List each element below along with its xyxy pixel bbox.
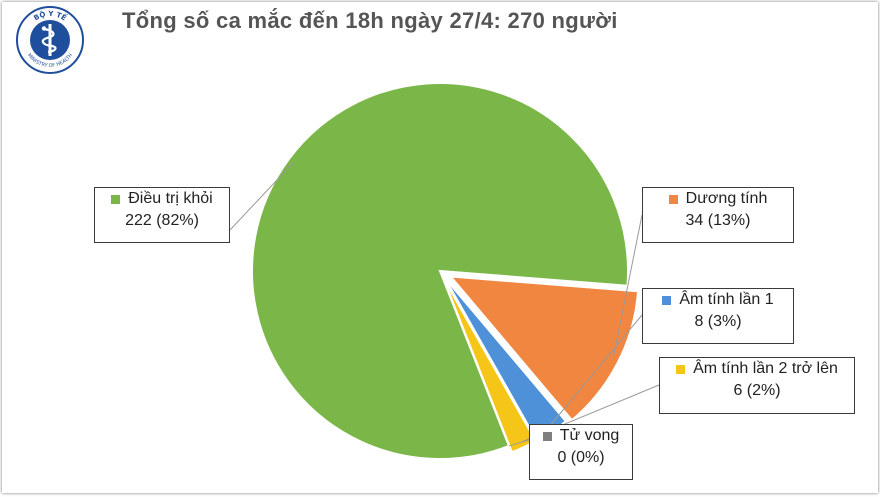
- pie-slice-dieu-tri-khoi: [251, 82, 629, 460]
- leader-line-am-tinh-lan-1: [548, 314, 643, 428]
- logo-text-top: BỘ Y TẾ: [32, 9, 68, 22]
- slice-label-duong-tinh: Dương tính: [685, 190, 768, 207]
- ministry-of-health-logo: BỘ Y TẾ MINISTRY OF HEALTH: [14, 4, 86, 76]
- slice-label-am-tinh-lan-1: Âm tính lần 1: [679, 291, 774, 308]
- slice-label-am-tinh-lan-2: Âm tính lần 2 trở lên: [693, 360, 838, 377]
- legend-swatch-am-tinh-lan-1: [662, 295, 672, 305]
- legend-swatch-tu-vong: [542, 431, 552, 441]
- pie-slice-duong-tinh: [448, 275, 640, 422]
- legend-swatch-duong-tinh: [668, 194, 678, 204]
- data-label-tu-vong: Tử vong 0 (0%): [529, 424, 633, 480]
- data-label-dieu-tri-khoi: Điều trị khỏi 222 (82%): [94, 187, 230, 243]
- slice-value-am-tinh-lan-2: 6 (2%): [733, 382, 781, 399]
- data-label-duong-tinh: Dương tính 34 (13%): [642, 187, 794, 243]
- data-label-am-tinh-lan-1: Âm tính lần 1 8 (3%): [642, 288, 794, 344]
- slice-label-tu-vong: Tử vong: [559, 427, 620, 444]
- slice-value-dieu-tri-khoi: 222 (82%): [125, 212, 199, 229]
- leader-line-duong-tinh: [612, 214, 643, 360]
- slice-value-am-tinh-lan-1: 8 (3%): [694, 313, 742, 330]
- slice-value-duong-tinh: 34 (13%): [685, 212, 751, 229]
- svg-text:BỘ Y TẾ: BỘ Y TẾ: [32, 9, 68, 22]
- legend-swatch-dieu-tri-khoi: [111, 194, 121, 204]
- leader-line-dieu-tri-khoi: [229, 162, 294, 231]
- data-label-am-tinh-lan-2: Âm tính lần 2 trở lên 6 (2%): [659, 357, 855, 414]
- slice-label-dieu-tri-khoi: Điều trị khỏi: [128, 190, 213, 207]
- legend-swatch-am-tinh-lan-2: [676, 364, 686, 374]
- slice-value-tu-vong: 0 (0%): [557, 449, 605, 466]
- chart-title: Tổng số ca mắc đến 18h ngày 27/4: 270 ng…: [122, 8, 618, 33]
